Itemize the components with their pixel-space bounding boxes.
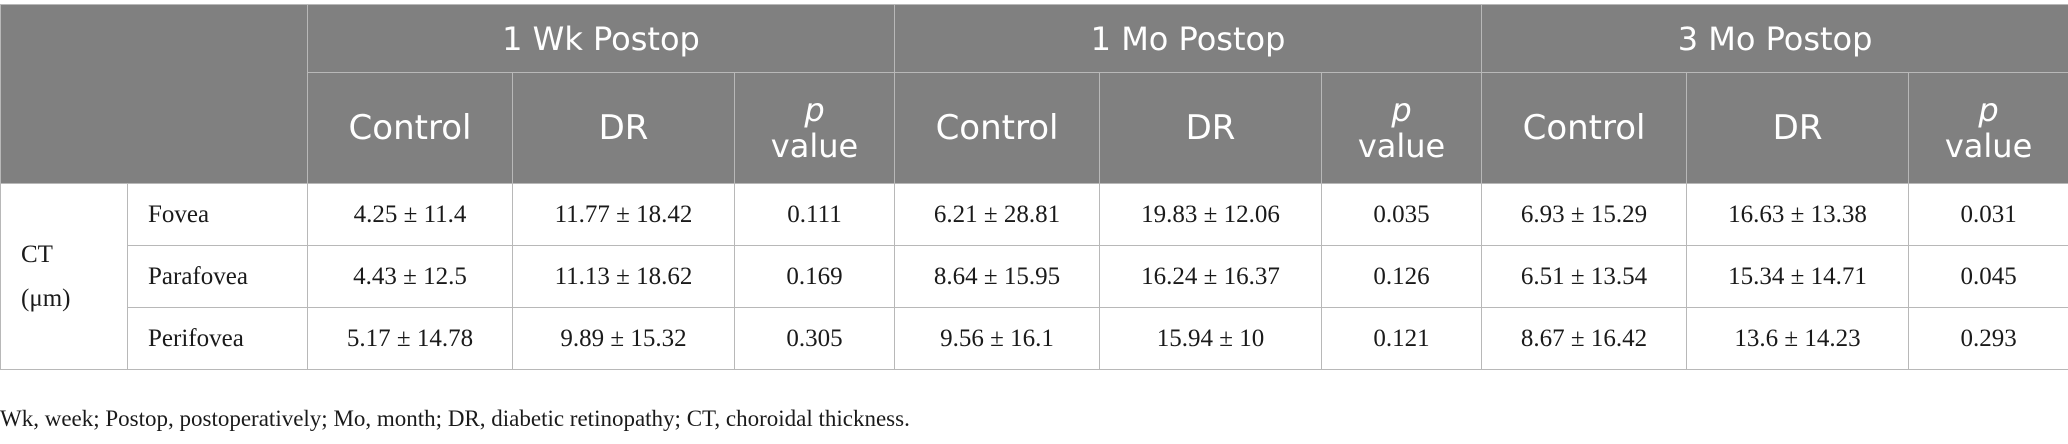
table-cell: 4.25 ± 11.4	[307, 183, 513, 246]
p-value-header: p value	[1908, 72, 2068, 184]
table-cell: 0.305	[733, 307, 896, 370]
table-cell: 15.94 ± 10	[1099, 307, 1323, 370]
dr-header: DR	[1099, 72, 1323, 184]
table-footnote: Wk, week; Postop, postoperatively; Mo, m…	[0, 406, 910, 431]
dr-header: DR	[1686, 72, 1910, 184]
parameter-label: CT (μm)	[0, 183, 128, 370]
table-cell: 13.6 ± 14.23	[1686, 307, 1910, 370]
control-header: Control	[307, 72, 513, 184]
table-cell: 6.93 ± 15.29	[1481, 183, 1688, 246]
period-header: 3 Mo Postop	[1481, 4, 2068, 73]
p-value-header: p value	[733, 72, 896, 184]
table-cell: 16.63 ± 13.38	[1686, 183, 1910, 246]
dr-header: DR	[512, 72, 735, 184]
table-cell: 8.64 ± 15.95	[894, 245, 1101, 308]
region-label: Perifovea	[127, 307, 308, 370]
table-cell: 15.34 ± 14.71	[1686, 245, 1910, 308]
table-cell: 0.031	[1908, 183, 2068, 246]
table-cell: 0.169	[733, 245, 896, 308]
results-table: 1 Wk Postop 1 Mo Postop 3 Mo Postop Cont…	[0, 4, 2068, 370]
table-cell: 16.24 ± 16.37	[1099, 245, 1323, 308]
table-cell: 4.43 ± 12.5	[307, 245, 513, 308]
table-cell: 5.17 ± 14.78	[307, 307, 513, 370]
table-cell: 0.045	[1908, 245, 2068, 308]
header-blank	[0, 4, 308, 184]
table-cell: 19.83 ± 12.06	[1099, 183, 1323, 246]
table-cell: 0.111	[733, 183, 896, 246]
table-cell: 0.126	[1321, 245, 1483, 308]
region-label: Parafovea	[127, 245, 308, 308]
table-cell: 8.67 ± 16.42	[1481, 307, 1688, 370]
region-label: Fovea	[127, 183, 308, 246]
period-header: 1 Mo Postop	[894, 4, 1483, 73]
table-row: Parafovea 4.43 ± 12.5 11.13 ± 18.62 0.16…	[1, 245, 2068, 308]
table-cell: 0.293	[1908, 307, 2068, 370]
table-cell: 6.21 ± 28.81	[894, 183, 1101, 246]
table-cell: 9.56 ± 16.1	[894, 307, 1101, 370]
table-cell: 11.77 ± 18.42	[512, 183, 735, 246]
control-header: Control	[894, 72, 1101, 184]
table-row: CT (μm) Fovea 4.25 ± 11.4 11.77 ± 18.42 0…	[0, 183, 2068, 370]
table-cell: 9.89 ± 15.32	[512, 307, 735, 370]
control-header: Control	[1481, 72, 1688, 184]
table-cell: 11.13 ± 18.62	[512, 245, 735, 308]
table-cell: 0.035	[1321, 183, 1483, 246]
table-cell: 6.51 ± 13.54	[1481, 245, 1688, 308]
p-value-header: p value	[1321, 72, 1483, 184]
table-row: Perifovea 5.17 ± 14.78 9.89 ± 15.32 0.30…	[1, 307, 2068, 370]
table-cell: 0.121	[1321, 307, 1483, 370]
period-header: 1 Wk Postop	[306, 4, 896, 73]
